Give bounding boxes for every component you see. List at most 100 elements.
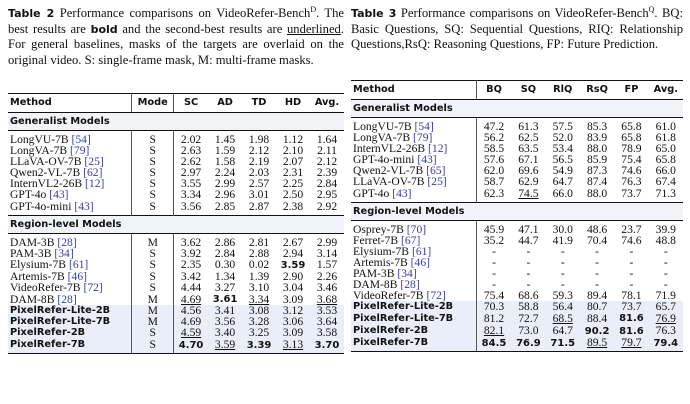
value-cell: 70.3 <box>476 300 512 314</box>
table2-caption-sup: D <box>310 4 317 14</box>
value-cell: 71.3 <box>649 187 683 203</box>
value: - <box>629 267 634 281</box>
value-cell: S <box>131 167 175 179</box>
value-cell: 3.42 <box>174 271 209 283</box>
value-cell: 2.94 <box>276 247 310 259</box>
value: 3.59 <box>280 259 306 271</box>
value-cell: - <box>546 279 580 291</box>
value: 45.9 <box>483 222 505 236</box>
value-cell: 68.5 <box>545 312 580 325</box>
citation-ref: [46] <box>410 255 430 269</box>
table2-panel: Table 2 Performance comparisons on Video… <box>8 4 345 354</box>
method-name: PixelRefer-7B <box>10 339 86 350</box>
value: 76.3 <box>655 324 676 337</box>
value: 83.9 <box>586 131 608 145</box>
value: 41.9 <box>552 233 573 247</box>
value-cell: 0.30 <box>208 259 242 271</box>
value: 89.4 <box>586 289 608 303</box>
method-cell: GPT-4o [43] <box>8 188 133 202</box>
value: M <box>147 292 158 306</box>
citation-ref: [61] <box>411 244 432 258</box>
method-cell: LongVA-7B [79] <box>351 132 477 143</box>
table3-panel: Table 3 Performance comparisons on Video… <box>351 4 683 352</box>
value: 65.7 <box>655 300 676 314</box>
value: 74.5 <box>518 186 539 200</box>
value: 76.9 <box>655 311 676 325</box>
value-cell: - <box>614 267 648 281</box>
method-name: VideoRefer-7B <box>353 289 424 303</box>
citation-ref: [43] <box>49 188 69 202</box>
column-header: SQ <box>511 80 546 100</box>
value-cell: 73.7 <box>614 187 648 203</box>
method-cell: LLaVA-OV-7B [25] <box>351 176 477 188</box>
value: 58.8 <box>518 300 539 314</box>
value-cell: 30.0 <box>546 220 580 235</box>
table3-caption-text: Performance comparisons on VideoRefer-Be… <box>400 6 649 20</box>
value-cell: 3.61 <box>208 293 242 305</box>
method-name: PixelRefer-Lite-2B <box>353 301 454 313</box>
value-cell: 63.5 <box>511 143 545 155</box>
value: 58.7 <box>483 175 505 189</box>
value-cell: 65.8 <box>614 132 648 144</box>
table-row: LongVA-7B [79] 56.2 62.5 52.0 83.9 65.8 61.8 <box>351 132 683 143</box>
value: S <box>149 144 156 158</box>
citation-ref: [46] <box>67 269 87 283</box>
method-cell: InternVL2-26B [12] <box>351 143 477 154</box>
value-cell: 3.39 <box>242 338 277 354</box>
table3-caption-sup: Q <box>648 4 655 14</box>
method-cell: GPT-4o-mini [43] <box>351 154 477 166</box>
section-header-row: Region-level Models <box>8 214 344 234</box>
value-cell: 2.31 <box>276 167 310 179</box>
value-cell: 1.45 <box>208 131 242 146</box>
value: 3.70 <box>314 339 340 351</box>
value-cell: - <box>476 246 511 258</box>
table-row: GPT-4o [43] S 3.34 2.96 3.01 2.50 2.95 <box>8 188 344 202</box>
header-row: Method BQ SQ RlQ RsQ FP Avg. <box>351 80 683 100</box>
value-cell: - <box>649 246 683 258</box>
value-cell: 4.44 <box>174 282 209 294</box>
citation-ref: [79] <box>70 144 90 158</box>
section-header-row: Region-level Models <box>351 201 683 221</box>
value-cell: S <box>131 282 175 293</box>
citation-ref: [70] <box>406 222 427 236</box>
value: 62.0 <box>483 164 505 178</box>
value: 70.3 <box>483 300 505 314</box>
value-cell: 41.9 <box>546 233 580 247</box>
table-row: PixelRefer-Lite-7B 81.2 72.7 68.5 88.4 81.6 76… <box>351 311 683 325</box>
value: - <box>595 278 600 292</box>
section-title: Generalist Models <box>8 112 344 131</box>
value-cell: 67.4 <box>649 176 683 188</box>
method-cell: Qwen2-VL-7B [65] <box>351 164 477 178</box>
column-header: Method <box>351 80 477 100</box>
table2-caption-text: . The best results are <box>8 6 345 36</box>
value-cell: 3.64 <box>310 316 344 328</box>
table3: Method BQ SQ RlQ RsQ FP Avg. Generalist Models L… <box>351 80 683 352</box>
citation-ref: [65] <box>426 164 446 178</box>
value: 74.6 <box>621 164 642 178</box>
value-cell: 3.59 <box>276 259 310 271</box>
method-name: Qwen2-VL-7B <box>353 164 424 178</box>
value-cell: 3.06 <box>276 316 310 328</box>
value: 2.02 <box>180 133 202 146</box>
value: 2.07 <box>282 155 304 169</box>
method-name: PAM-3B <box>10 246 52 260</box>
value-cell: 1.39 <box>242 271 276 283</box>
value: 2.57 <box>248 177 270 191</box>
value-cell: S <box>131 327 175 339</box>
value-cell: 69.6 <box>511 165 545 177</box>
value: S <box>149 155 156 169</box>
citation-ref: [28] <box>57 292 77 306</box>
column-header: AD <box>208 93 243 113</box>
value: 47.2 <box>483 120 505 133</box>
value-cell: 61.8 <box>649 132 683 144</box>
value-cell: 57.6 <box>476 154 511 166</box>
value-cell: - <box>546 268 580 280</box>
value-cell: 74.6 <box>614 234 648 246</box>
method-name: GPT-4o <box>353 186 390 200</box>
value: 3.55 <box>180 177 202 191</box>
value: - <box>492 267 496 281</box>
value: 0.30 <box>214 258 236 272</box>
value-cell: 90.2 <box>579 324 615 337</box>
value: 71.5 <box>550 337 576 349</box>
value-cell: - <box>614 246 648 258</box>
